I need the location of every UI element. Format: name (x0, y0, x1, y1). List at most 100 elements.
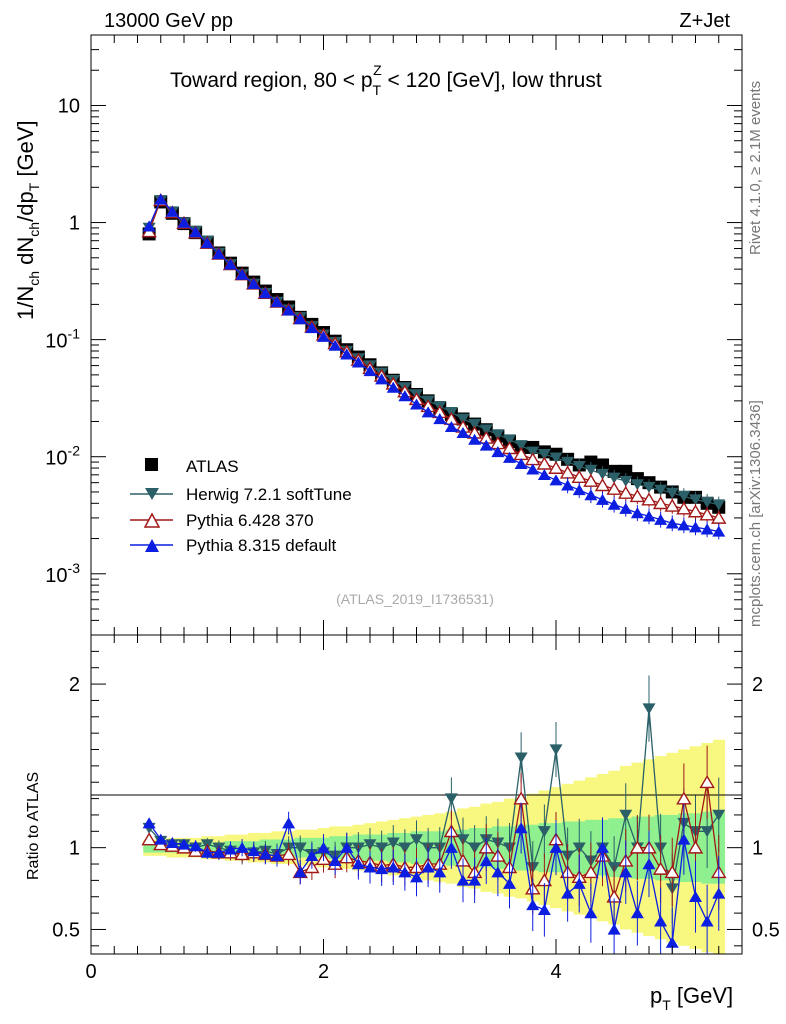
point-pythia8 (165, 205, 179, 217)
point-atlas (619, 464, 633, 478)
point-herwig (537, 449, 551, 461)
ratio-point-pythia6 (652, 861, 669, 875)
point-pythia8 (154, 193, 168, 205)
legend-label-atlas: ATLAS (186, 457, 239, 476)
point-pythia8 (561, 479, 575, 491)
point-pythia8 (351, 356, 365, 368)
ratio-point-herwig (444, 793, 458, 805)
ratio-point-pythia8 (491, 866, 505, 878)
ratio-point-herwig (549, 744, 563, 756)
ratio-series-pythia8 (142, 802, 726, 954)
point-pythia6 (594, 478, 611, 492)
ratio-point-herwig (514, 752, 528, 764)
point-pythia6 (559, 465, 576, 479)
ratio-point-pythia8 (386, 861, 400, 873)
legend-label-herwig: Herwig 7.2.1 softTune (186, 485, 352, 504)
ratio-point-pythia8 (258, 848, 272, 860)
xlabel-p: p (650, 983, 662, 1008)
ratio-point-pythia8 (212, 846, 226, 858)
ratio-point-pythia6 (676, 791, 692, 805)
ratio-point-pythia8 (433, 866, 447, 878)
point-pythia8 (607, 498, 621, 510)
ratio-point-pythia8 (235, 841, 249, 853)
point-pythia8 (421, 406, 435, 418)
point-pythia8 (619, 502, 633, 514)
ratio-point-pythia8 (351, 858, 365, 870)
ratio-point-pythia8 (630, 907, 644, 919)
rivet-label: Rivet 4.1.0, ≥ 2.1M events (747, 81, 764, 255)
point-pythia8 (642, 510, 656, 522)
ratio-point-pythia8 (189, 840, 203, 852)
ratio-point-pythia8 (642, 858, 656, 870)
point-herwig (468, 418, 482, 430)
ratio-point-pythia8 (561, 887, 575, 899)
ratio-point-pythia8 (142, 817, 156, 829)
ratio-point-pythia6 (583, 864, 599, 879)
ylabel-t: T (26, 182, 42, 191)
ylabel-ch2: ch (26, 222, 42, 237)
x-tick-label: 4 (550, 961, 561, 983)
point-pythia8 (537, 468, 551, 481)
main-series-group (141, 193, 727, 540)
point-pythia8 (712, 525, 726, 537)
ratio-point-pythia8 (154, 833, 168, 845)
point-pythia8 (526, 463, 540, 475)
process-label: Z+Jet (679, 10, 730, 32)
ratio-point-herwig (363, 839, 377, 851)
y-tick-label: 10-2 (45, 443, 80, 470)
point-pythia8 (386, 381, 400, 393)
point-pythia6 (548, 460, 564, 474)
point-pythia6 (711, 510, 727, 524)
point-herwig (665, 487, 679, 499)
ratio-point-pythia8 (689, 890, 702, 902)
ratio-point-pythia8 (282, 817, 296, 829)
xlabel-rest: [GeV] (671, 983, 733, 1008)
y-tick-label: 10-3 (45, 560, 80, 587)
point-herwig (456, 413, 470, 425)
ratio-point-herwig (642, 703, 656, 715)
point-herwig (503, 434, 516, 446)
ratio-point-pythia8 (665, 936, 679, 948)
ratio-point-herwig (410, 834, 423, 846)
ratio-series-group (141, 675, 727, 954)
point-pythia8 (317, 330, 330, 342)
point-pythia8 (235, 268, 249, 280)
ratio-point-pythia8 (317, 841, 330, 853)
ratio-point-herwig (293, 842, 307, 854)
ratio-point-pythia8 (596, 841, 609, 853)
point-pythia8 (363, 365, 377, 377)
ratio-point-herwig (700, 826, 714, 838)
ratio-point-pythia8 (700, 915, 714, 927)
ratio-point-pythia8 (305, 849, 319, 862)
ratio-point-pythia8 (456, 874, 470, 886)
point-pythia8 (247, 277, 261, 289)
point-herwig (479, 424, 493, 436)
x-tick-label: 2 (318, 961, 329, 983)
point-pythia8 (328, 339, 342, 351)
point-pythia6 (629, 488, 646, 503)
ratio-point-pythia8 (328, 854, 342, 866)
ratio-point-pythia8 (537, 903, 551, 916)
ratio-axis-label: Ratio to ATLAS (25, 772, 42, 880)
ratio-point-pythia8 (224, 843, 237, 855)
point-pythia8 (596, 493, 609, 505)
ratio-point-pythia8 (340, 841, 354, 853)
ratio-point-pythia8 (619, 866, 633, 878)
ratio-point-pythia6 (699, 775, 715, 789)
point-pythia8 (630, 507, 644, 519)
point-pythia8 (503, 451, 516, 463)
point-pythia8 (700, 523, 714, 535)
title-sup: Z (373, 62, 382, 78)
point-pythia8 (665, 517, 679, 529)
ratio-point-pythia8 (375, 863, 389, 875)
ratio-point-pythia6 (141, 832, 157, 846)
point-herwig (607, 472, 621, 484)
y-tick-label: 1 (69, 213, 80, 235)
point-pythia6 (699, 507, 715, 521)
point-herwig (712, 499, 726, 511)
point-herwig (700, 496, 714, 508)
ratio-tick-label: 1 (69, 838, 80, 860)
ylabel-ch1: ch (26, 271, 42, 286)
ratio-point-pythia8 (712, 887, 726, 899)
